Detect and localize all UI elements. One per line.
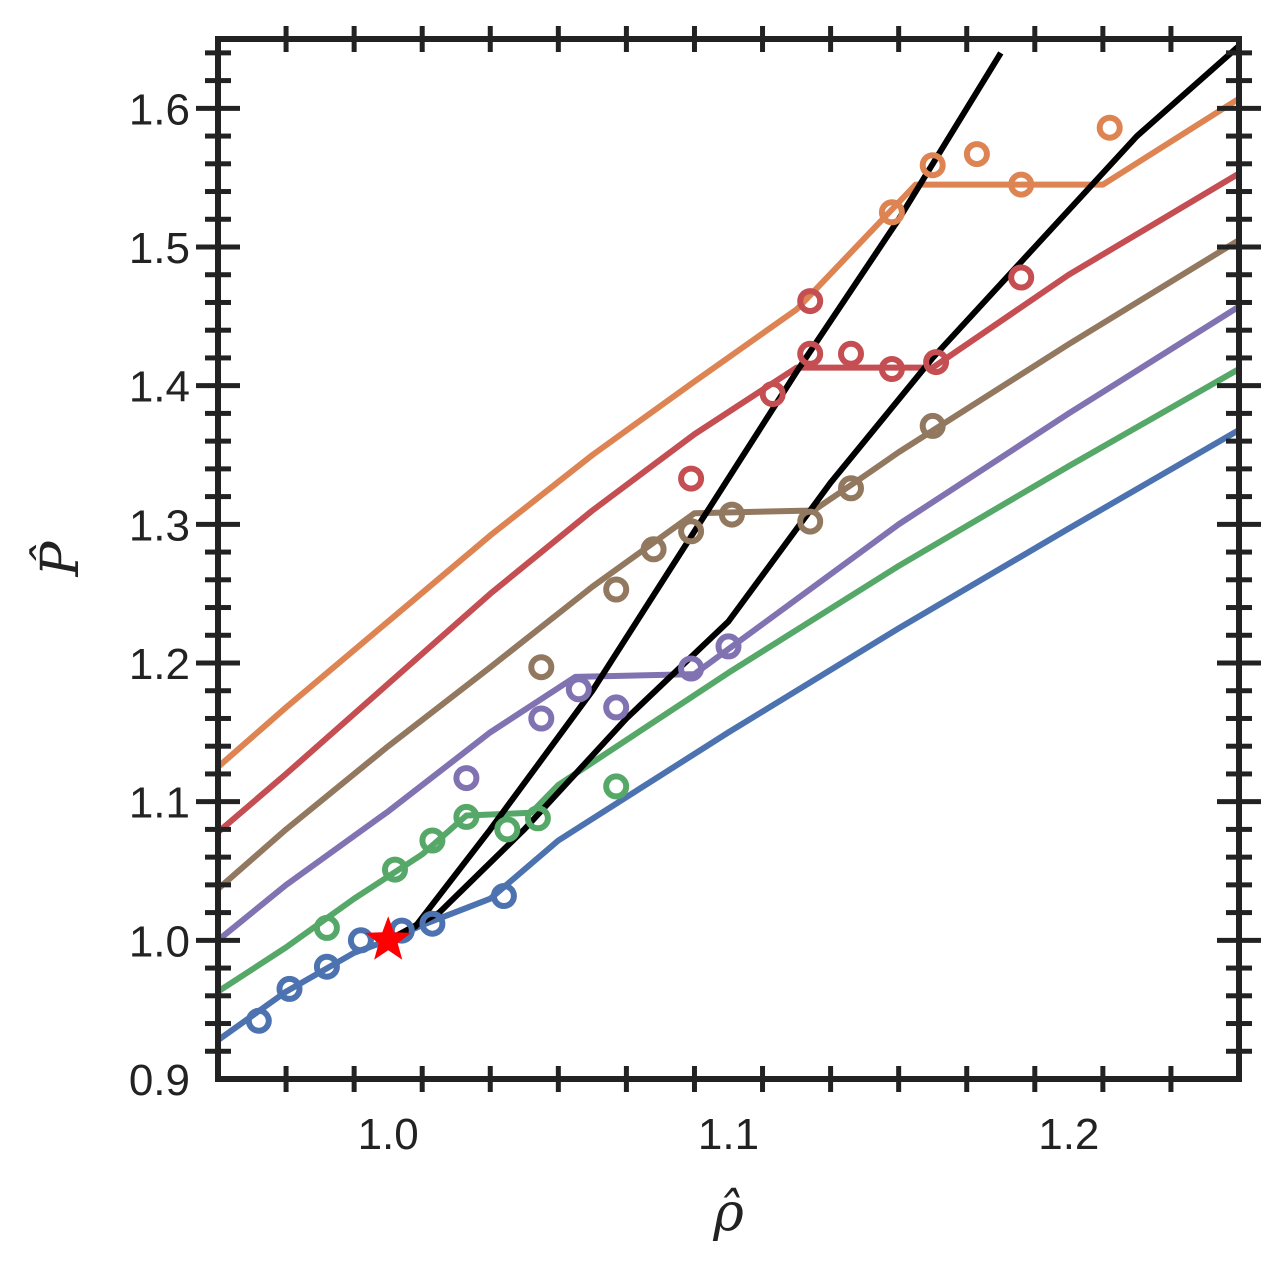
data-point-s6-5 [1096, 114, 1123, 141]
data-point-s5-4 [838, 340, 864, 367]
data-point-s4-3 [640, 536, 667, 563]
data-point-s5-5 [878, 356, 905, 382]
series-line-6 [218, 96, 1239, 770]
data-point-s5-6 [923, 349, 950, 376]
y-tick-label: 1.2 [129, 640, 190, 689]
x-tick-label: 1.2 [1038, 1110, 1099, 1159]
data-point-s5-8 [797, 288, 824, 315]
data-point-s3-1 [453, 765, 480, 792]
data-point-s2-6 [524, 805, 551, 832]
data-point-s4-4 [678, 518, 705, 545]
y-tick-label: 1.0 [129, 917, 190, 966]
data-point-s3-5 [678, 655, 705, 682]
data-point-s5-1 [678, 465, 705, 492]
x-tick-label: 1.1 [698, 1110, 759, 1159]
data-point-s4-1 [528, 654, 555, 681]
plot-frame [215, 36, 1242, 1082]
series-line-4 [218, 237, 1239, 892]
data-point-s6-1 [878, 199, 905, 226]
data-point-s1-4 [347, 927, 374, 954]
data-point-s3-2 [528, 705, 555, 732]
x-tick-label: 1.0 [358, 1110, 419, 1159]
y-tick-label: 1.5 [129, 224, 190, 273]
data-point-s1-6 [419, 910, 446, 937]
data-point-s5-2 [759, 381, 786, 407]
critical-point-star [365, 916, 411, 960]
data-point-s2-3 [419, 827, 446, 854]
y-tick-label: 1.3 [129, 501, 190, 550]
data-point-s4-7 [838, 475, 864, 502]
data-point-s2-4 [453, 803, 480, 830]
data-point-s1-3 [313, 953, 340, 980]
data-point-s5-3 [797, 340, 824, 367]
data-point-s2-1 [313, 914, 340, 941]
data-point-s6-4 [1008, 171, 1035, 198]
data-point-s5-7 [1008, 264, 1035, 291]
series-line-2 [218, 366, 1239, 995]
boundary-line-2 [386, 43, 1239, 943]
data-point-s4-8 [919, 412, 946, 439]
data-point-s2-5 [494, 816, 521, 843]
y-tick-label: 1.4 [129, 363, 190, 412]
series-line-1 [218, 427, 1239, 1043]
data-point-s2-2 [382, 856, 408, 883]
x-axis-label: ρ̂ [712, 1183, 744, 1243]
data-point-s3-6 [715, 633, 742, 660]
boundary-line-1 [386, 51, 1004, 943]
series-line-3 [218, 304, 1239, 943]
series-line-5 [218, 170, 1239, 835]
y-tick-label: 1.1 [129, 779, 190, 828]
data-point-s4-6 [797, 508, 824, 535]
data-point-s3-3 [565, 676, 592, 703]
y-axis-label: P̂ [30, 541, 91, 578]
data-point-s2-7 [603, 773, 630, 800]
data-point-s6-2 [919, 152, 946, 179]
data-point-s4-5 [718, 501, 745, 528]
data-point-s1-7 [490, 883, 517, 909]
data-point-s1-2 [276, 975, 303, 1002]
y-tick-label: 0.9 [129, 1056, 190, 1105]
data-point-s6-3 [963, 141, 990, 168]
data-point-s4-2 [603, 576, 630, 603]
y-tick-label: 1.6 [129, 85, 190, 134]
data-point-s3-4 [603, 694, 630, 721]
data-point-s1-1 [245, 1007, 272, 1034]
